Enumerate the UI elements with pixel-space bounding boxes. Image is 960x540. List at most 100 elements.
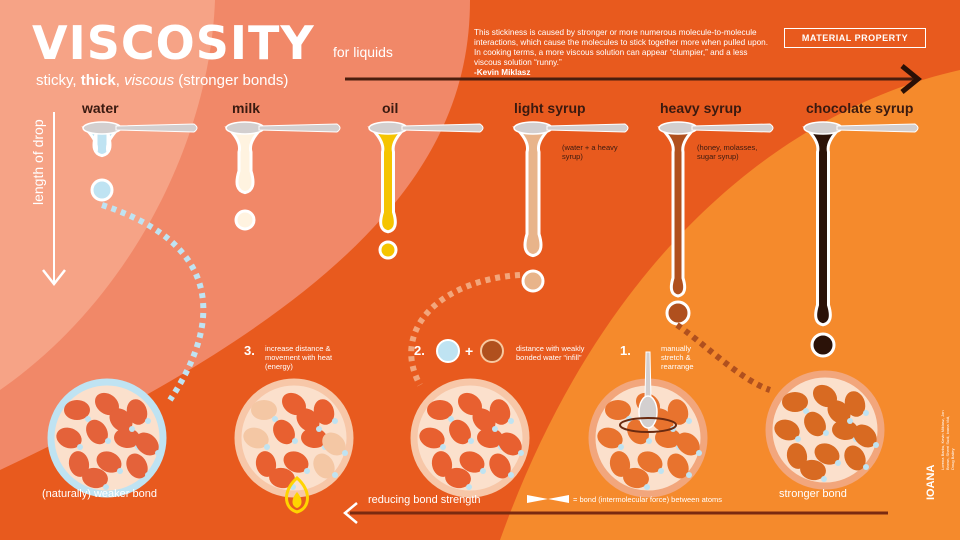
molecule-infill-bond [492, 426, 498, 432]
molecule-water-bond [155, 450, 161, 456]
light-syrup-note: (water + a heavy syrup) [562, 143, 618, 161]
molecule-heat-blob [269, 467, 295, 489]
plus-sign: + [465, 343, 474, 359]
spoon-handle-oil [401, 123, 484, 133]
molecule-heat-bond [264, 444, 270, 450]
quote-author: -Kevin Miklasz [474, 68, 531, 77]
molecule-strong-bond [863, 410, 869, 416]
bond-legend-label: = bond (intermolecular force) between at… [573, 495, 723, 504]
molecule-strong-blob [827, 400, 851, 424]
molecule-infill-bond [508, 472, 514, 478]
liquid-label-light-syrup: light syrup [514, 100, 586, 116]
connector-heavy-syrup [675, 322, 772, 393]
molecule-strong-bond [795, 436, 801, 442]
molecule-strong-bond [823, 430, 829, 436]
stirring-spoon-bowl [638, 395, 658, 429]
molecule-heat-blob [313, 453, 335, 479]
molecule-strong-bond [821, 476, 827, 482]
molecule-stretch-blob [655, 427, 681, 449]
molecule-infill-blob [489, 399, 511, 425]
drip-oil [367, 126, 409, 234]
molecule-strong-blob [844, 445, 866, 471]
molecule-strong-bond [847, 418, 853, 424]
molecule-infill-blob [449, 419, 471, 445]
molecule-stretch-blob [605, 400, 631, 420]
page-subtitle: for liquids [333, 44, 393, 60]
connector-light-syrup [408, 272, 521, 387]
molecule-water-blob [109, 408, 133, 432]
material-property-badge: MATERIAL PROPERTY [784, 28, 926, 48]
spoon-bowl-milk [225, 121, 265, 135]
spoon-bowl-chocolate-syrup [803, 121, 843, 135]
tagline-part1: sticky, [36, 72, 81, 89]
page-title: VISCOSITY [32, 16, 315, 70]
credit-names: Lorena Barbu, Kevin Miklasz, Jon Brown, … [940, 410, 955, 470]
spoon-handle-chocolate-syrup [836, 123, 919, 133]
flame-icon [285, 476, 309, 514]
molecule-heat-bond [272, 416, 278, 422]
molecule-infill-blob [472, 408, 496, 432]
molecule-strong-blob [800, 459, 826, 481]
molecule-infill-blob [498, 432, 522, 456]
spoon-handle-water [115, 123, 198, 133]
tagline: sticky, thick, viscous (stronger bonds) [36, 72, 288, 89]
molecule-heat-bond [332, 418, 338, 424]
spoon-handle-light-syrup [546, 123, 629, 133]
molecule-heat-bond [292, 438, 298, 444]
molecule-infill-blob [489, 453, 511, 479]
molecule-heat-blob [273, 419, 295, 445]
bottom-arrow [343, 502, 888, 524]
molecule-stretch-bond [618, 444, 624, 450]
molecule-strong-blob [786, 443, 808, 469]
molecule-stretch-blob [597, 427, 623, 449]
molecule-water-bond [117, 468, 123, 474]
drip-milk [224, 126, 266, 195]
molecule-infill-bond [466, 484, 472, 490]
molecule-water-blob [68, 451, 90, 477]
heavy-syrup-note: (honey, molasses, sugar syrup) [697, 143, 758, 161]
molecule-strong-blob [814, 443, 840, 465]
molecule-stretch-blob [637, 451, 663, 473]
drip-heavy-syrup [657, 126, 699, 298]
molecule-infill-bond [518, 450, 524, 456]
drips-group [81, 121, 919, 358]
molecule-water-bond [85, 416, 91, 422]
tagline-thick: thick [80, 72, 116, 89]
molecule-strong-blob [812, 384, 838, 408]
liquid-label-oil: oil [382, 100, 399, 116]
step-3-text: increase distance & movement with heat (… [265, 344, 333, 371]
molecule-heat-blob [283, 451, 309, 473]
molecule-stretch-bond [646, 438, 652, 444]
molecule-water-bond [145, 472, 151, 478]
spoon-bowl-heavy-syrup [658, 121, 698, 135]
molecule-water-bond [145, 418, 151, 424]
weak-bond-label: (naturally) weaker bond [42, 488, 157, 500]
liquid-label-heavy-syrup: heavy syrup [660, 100, 742, 116]
molecule-heat-blob [255, 451, 277, 477]
molecule-strong-blob [844, 391, 866, 417]
molecule-infill-blob [431, 451, 453, 477]
molecule-strong-bond [803, 408, 809, 414]
molecule-infill-bond [508, 418, 514, 424]
molecule-stretch-bond [686, 472, 692, 478]
credit-logo: IOANA [925, 464, 937, 500]
molecule-stretch-bond [658, 468, 664, 474]
spoon-bowl-light-syrup [513, 121, 553, 135]
molecule-stretch-bond [686, 418, 692, 424]
falling-drop-milk [234, 209, 256, 231]
molecule-infill-blob [419, 427, 445, 449]
step-1-number: 1. [620, 343, 631, 358]
molecule-strong-bond [873, 442, 879, 448]
syrup-molecule-icon [480, 339, 504, 363]
strong-bond-label: stronger bond [779, 488, 847, 500]
liquid-label-chocolate-syrup: chocolate syrup [806, 100, 914, 116]
falling-drop-water [90, 178, 114, 202]
molecule-heat-blob [322, 432, 346, 456]
molecule-infill-bond [468, 438, 474, 444]
drip-chocolate-syrup [802, 126, 844, 327]
falling-drop-heavy-syrup [665, 300, 691, 326]
molecule-heat-bond [332, 472, 338, 478]
molecule-water-blob [86, 419, 108, 445]
stir-arrow [619, 417, 677, 433]
